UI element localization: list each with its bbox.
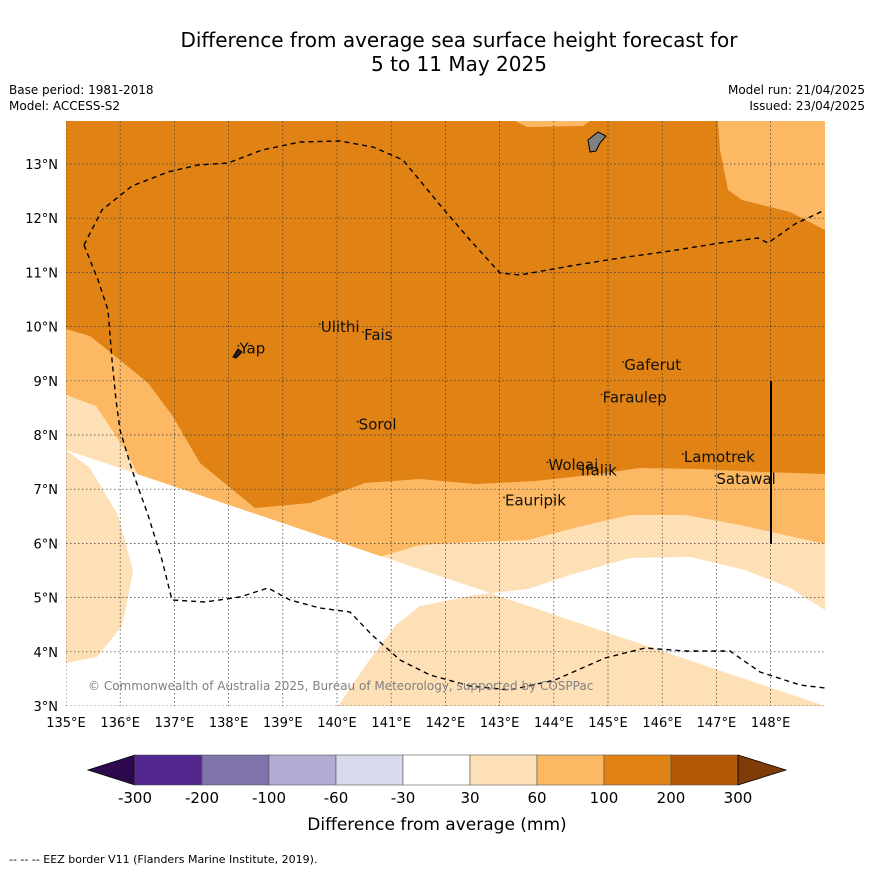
band-60-100-top <box>515 121 590 127</box>
colorbar-tick-label: 300 <box>724 789 753 807</box>
colorbar-tick-label: 200 <box>657 789 686 807</box>
colorbar-tick-label: -60 <box>324 789 349 807</box>
place-marker <box>681 453 684 455</box>
colorbar-tick-label: 100 <box>590 789 619 807</box>
latitude-tick-label: 10°N <box>25 321 58 336</box>
longitude-tick-label: 143°E <box>480 716 520 731</box>
latitude-tick-label: 9°N <box>34 375 59 390</box>
model-run: Model run: 21/04/2025 <box>727 83 865 97</box>
place-marker <box>600 393 603 396</box>
place-label-woleai: Woleai <box>548 456 598 474</box>
longitude-tick-label: 145°E <box>588 716 628 731</box>
colorbar-tick-label: 30 <box>460 789 479 807</box>
colorbar-segment <box>134 754 203 786</box>
map-title: Difference from average sea surface heig… <box>0 28 873 76</box>
longitude-tick-label: 144°E <box>534 716 574 731</box>
base-period: Base period: 1981-2018 <box>9 83 154 97</box>
place-label-faraulep: Faraulep <box>603 388 667 406</box>
longitude-tick-label: 142°E <box>426 716 466 731</box>
colorbar-segment <box>670 754 739 786</box>
colorbar-label: Difference from average (mm) <box>307 815 566 835</box>
longitude-tick-label: 146°E <box>642 716 682 731</box>
eez-border-north <box>83 140 825 276</box>
latitude-tick-label: 4°N <box>34 646 59 661</box>
colorbar-segment <box>536 754 605 786</box>
longitude-tick-label: 137°E <box>155 716 195 731</box>
band-60-100-north <box>718 121 825 230</box>
longitude-tick-label: 141°E <box>371 716 411 731</box>
place-marker <box>579 466 581 469</box>
colorbar-tick-label: -30 <box>391 789 416 807</box>
colorbar-segment <box>335 754 404 786</box>
latitude-tick-label: 5°N <box>34 592 59 607</box>
colorbar-extend-low <box>86 754 136 786</box>
longitude-tick-label: 135°E <box>46 716 86 731</box>
place-label-satawal: Satawal <box>716 470 775 488</box>
place-label-sorol: Sorol <box>359 416 397 434</box>
longitude-tick-label: 139°E <box>263 716 303 731</box>
place-marker <box>237 344 240 347</box>
latitude-tick-label: 12°N <box>25 212 58 227</box>
place-label-fais: Fais <box>364 326 393 344</box>
yap-island <box>232 348 243 359</box>
colorbar-segment <box>603 754 672 786</box>
latitude-tick-label: 8°N <box>34 429 59 444</box>
longitude-tick-label: 138°E <box>209 716 249 731</box>
place-marker <box>714 474 717 477</box>
place-label-eauripik: Eauripik <box>505 491 566 509</box>
colorbar-tick-label: 60 <box>527 789 546 807</box>
title-line-1: Difference from average sea surface heig… <box>180 28 738 52</box>
eez-border-west <box>83 244 825 691</box>
longitude-tick-label: 136°E <box>100 716 140 731</box>
place-label-lamotrek: Lamotrek <box>684 448 755 466</box>
place-label-ifalik: Ifalik <box>581 462 617 480</box>
eez-footnote: -- -- -- EEZ border V11 (Flanders Marine… <box>9 853 318 866</box>
colorbar-segment <box>268 754 337 786</box>
place-label-yap: Yap <box>238 340 265 358</box>
place-labels: Ulithi Fais Yap Gaferut Faraulep Sorol WoleaiI… <box>237 318 776 509</box>
title-line-2: 5 to 11 May 2025 <box>371 52 547 76</box>
longitude-labels: 135°E 136°E 137°E 138°E 139°E 140°E 141°E 142°E… <box>46 716 790 731</box>
place-label-gaferut: Gaferut <box>624 356 681 374</box>
longitude-tick-label: 147°E <box>697 716 737 731</box>
place-marker <box>356 420 359 423</box>
latitude-tick-label: 11°N <box>25 266 58 281</box>
colorbar-tick-label: -300 <box>118 789 152 807</box>
latitude-tick-label: 7°N <box>34 483 59 498</box>
meta-left: Base period: 1981-2018 Model: ACCESS-S2 <box>9 82 154 114</box>
colorbar-segment <box>402 754 471 786</box>
place-marker <box>546 461 549 464</box>
copyright-text: © Commonwealth of Australia 2025, Bureau… <box>88 679 593 693</box>
meta-right: Model run: 21/04/2025 Issued: 23/04/2025 <box>728 82 865 114</box>
place-marker <box>362 331 364 334</box>
latitude-tick-label: 3°N <box>34 700 59 715</box>
place-label-ulithi: Ulithi <box>321 318 360 336</box>
colorbar-segment <box>469 754 538 786</box>
latitude-labels: 3°N 4°N 5°N 6°N 7°N 8°N 9°N 10°N 11°N 12°N 13°N <box>25 158 58 715</box>
longitude-tick-label: 140°E <box>317 716 357 731</box>
longitude-tick-label: 148°E <box>751 716 791 731</box>
latitude-tick-label: 13°N <box>25 158 58 173</box>
place-marker <box>503 496 505 499</box>
issued-date: Issued: 23/04/2025 <box>749 99 865 113</box>
colorbar-tick-label: -200 <box>185 789 219 807</box>
colorbar-tick-label: -100 <box>252 789 286 807</box>
colorbar-segment <box>201 754 270 786</box>
guam-island <box>587 131 607 153</box>
place-marker <box>622 361 625 363</box>
model-name: Model: ACCESS-S2 <box>9 99 121 113</box>
place-marker <box>318 323 321 325</box>
colorbar: -300 -200 -100 -60 -30 30 60 100 200 300 <box>86 754 788 807</box>
colorbar-extend-high <box>737 754 788 786</box>
anomaly-field <box>66 121 825 706</box>
latitude-tick-label: 6°N <box>34 537 59 552</box>
